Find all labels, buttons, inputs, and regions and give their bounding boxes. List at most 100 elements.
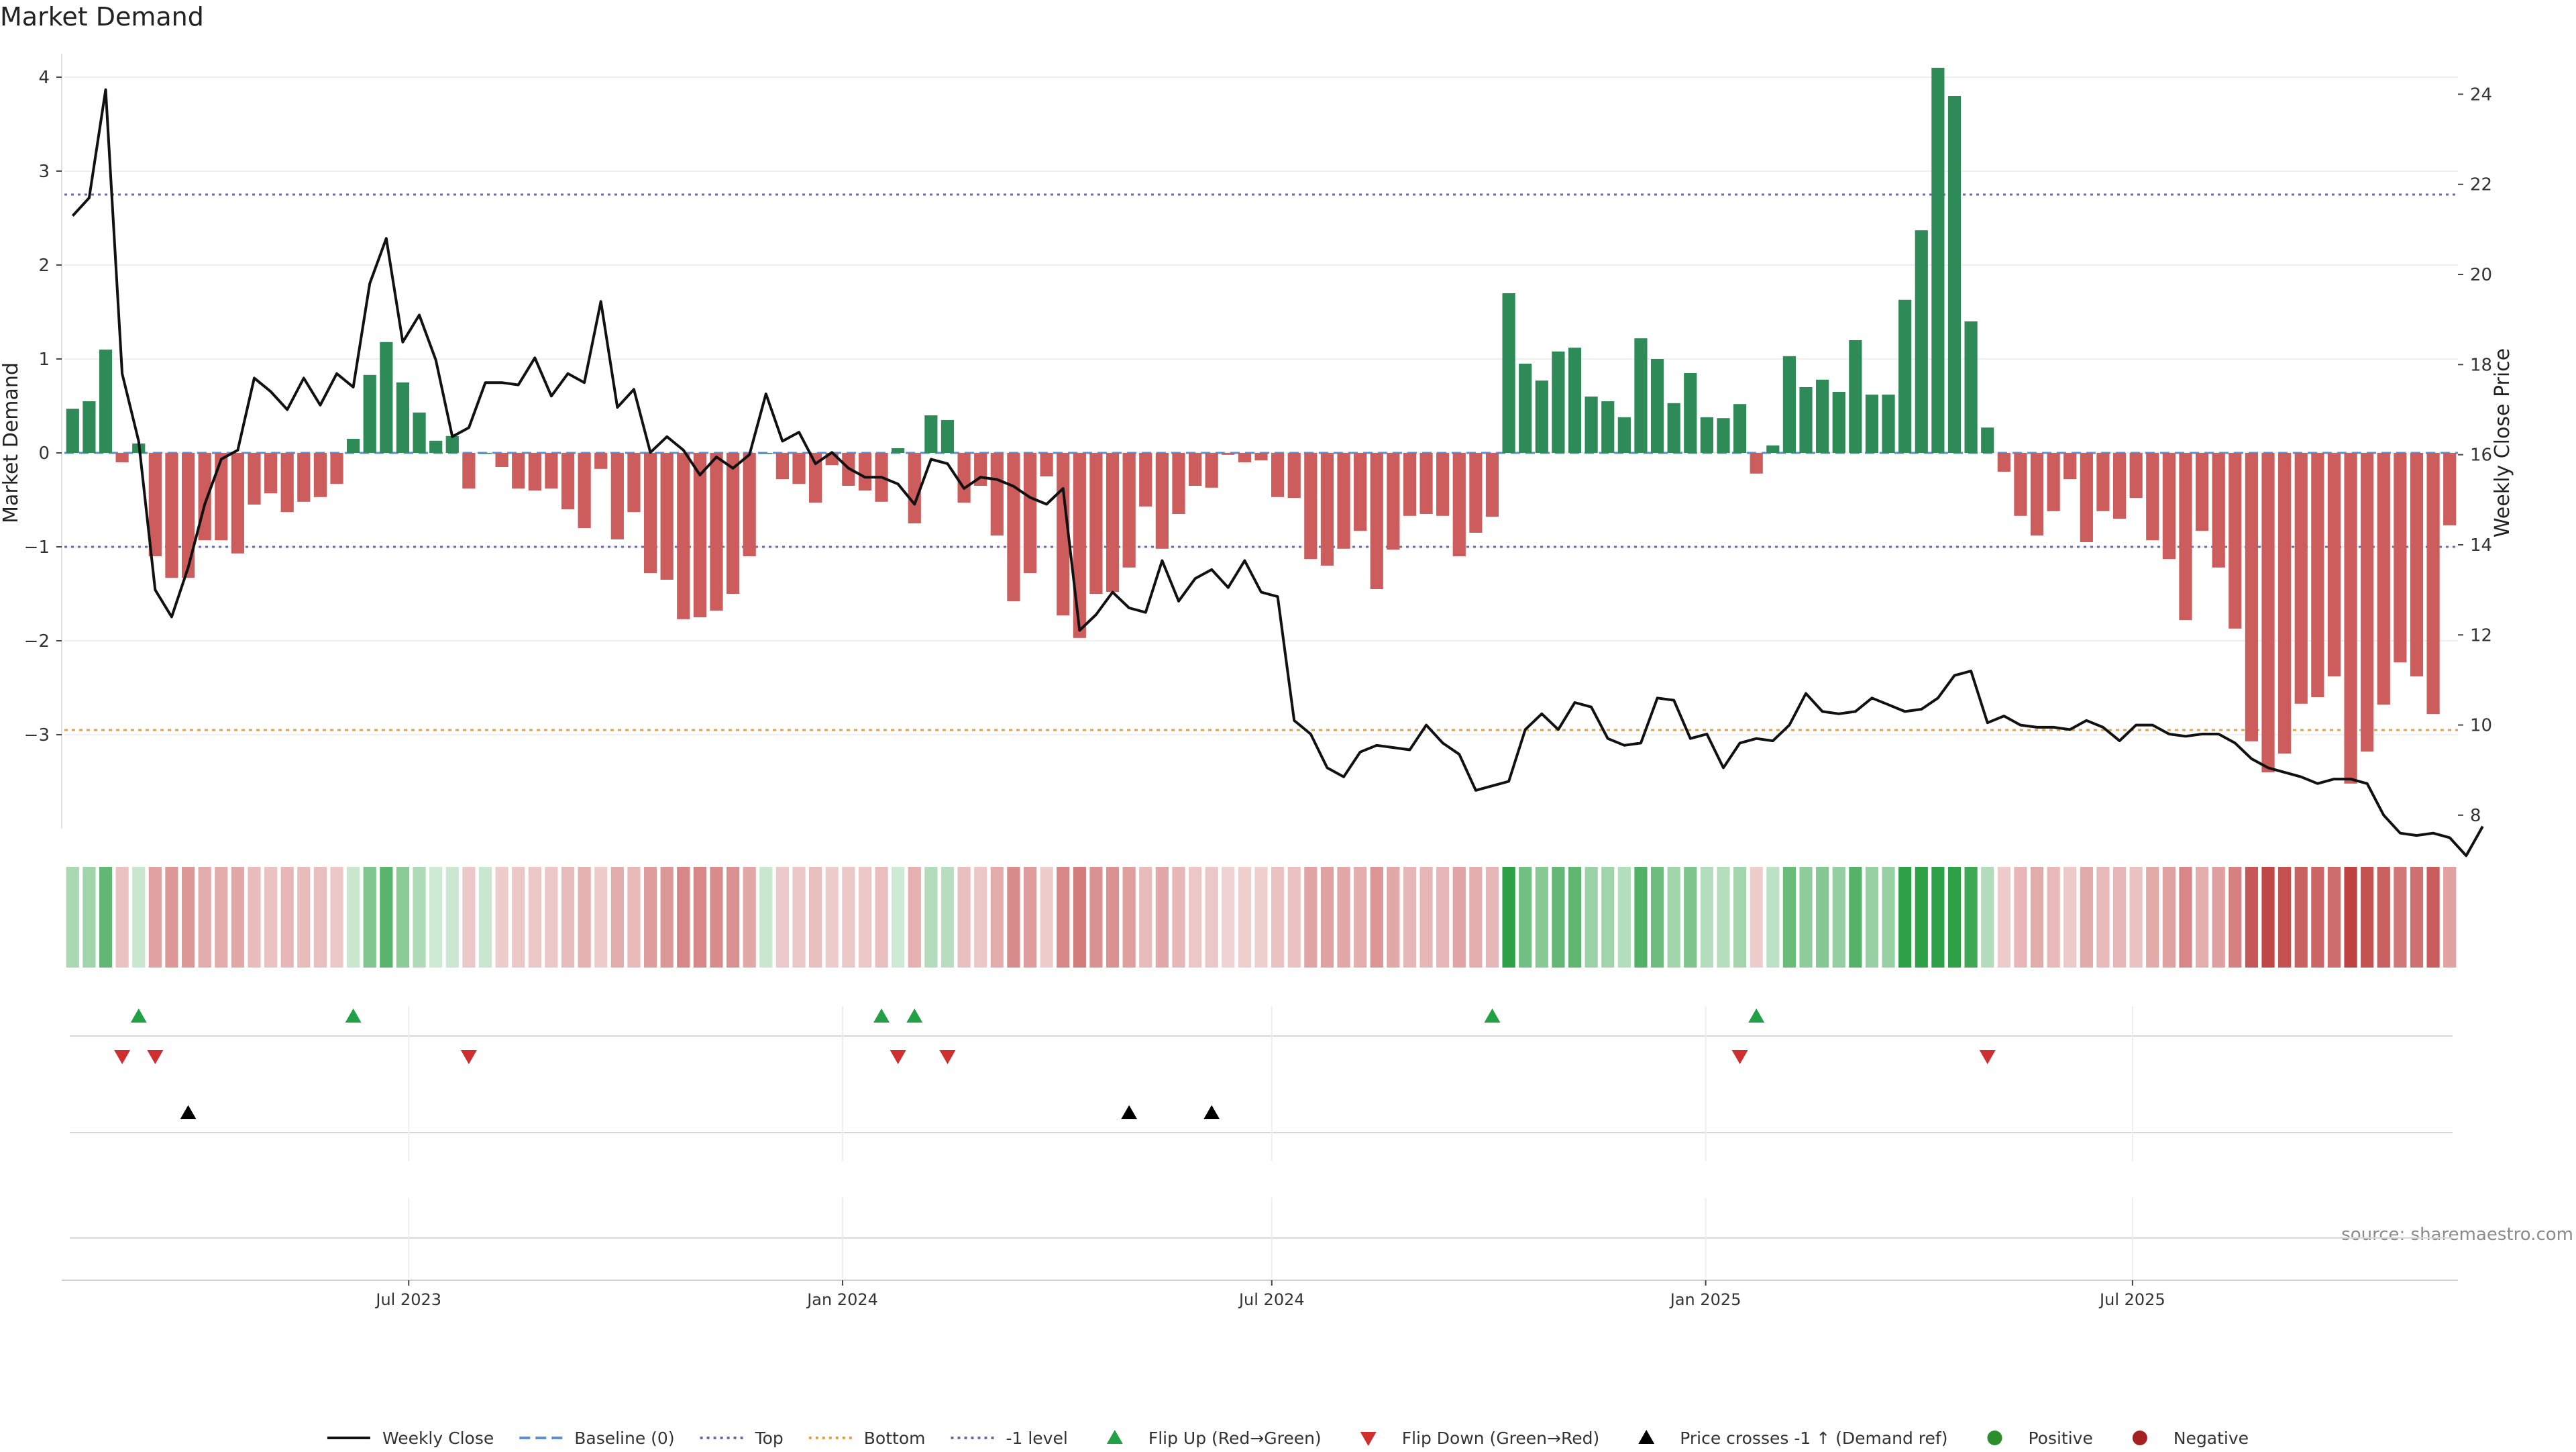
demand-bar [1337,453,1350,549]
flip-down-marker [1731,1050,1748,1064]
strip-cell [941,867,955,968]
demand-bar [297,453,311,502]
demand-bar [809,453,822,503]
legend-symbol [1106,1430,1123,1444]
y-tick-label: 4 [38,68,50,88]
strip-cell [759,867,773,968]
demand-bar [2394,453,2407,663]
strip-cell [1139,867,1152,968]
strip-cell [2294,867,2308,968]
strip-cell [643,867,657,968]
demand-bar [313,453,327,497]
strip-cell [462,867,476,968]
strip-cell [545,867,558,968]
strip-cell [2212,867,2225,968]
strip-cell [1766,867,1780,968]
y-tick-label: 1 [38,350,50,370]
demand-bar [413,412,426,453]
demand-bar [1750,453,1763,474]
y2-tick-label: 22 [2470,175,2492,195]
strip-cell [1057,867,1070,968]
strip-cell [1403,867,1417,968]
strip-cell [181,867,195,968]
strip-cell [1947,867,1962,968]
demand-bar [1354,453,1367,531]
strip-cell [660,867,674,968]
strip-cell [710,867,723,968]
demand-bar [2096,453,2110,511]
demand-bar [1320,453,1334,566]
strip-cell [1222,867,1235,968]
strip-cell [2311,867,2324,968]
demand-bar [264,453,278,494]
strip-cell [1931,867,1945,968]
strip-cell [1717,867,1730,968]
strip-cell [1849,867,1862,968]
strip-cell [478,867,492,968]
demand-bar [1089,453,1103,594]
demand-bar [1733,404,1747,453]
strip-cell [1122,867,1136,968]
strip-cell [594,867,608,968]
y-tick-label: −3 [24,725,50,745]
strip-cell [1782,867,1796,968]
demand-bar [710,453,723,611]
strip-cell [1106,867,1120,968]
strip-cell [1320,867,1334,968]
strip-cell [792,867,806,968]
strip-cell [313,867,327,968]
demand-bar [545,453,558,489]
strip-cell [1205,867,1218,968]
legend-item-top: Top [700,1429,784,1448]
demand-bar [1964,321,1978,453]
flip-down-marker [147,1050,164,1064]
demand-bar [363,374,376,453]
demand-bar [2063,453,2077,480]
demand-bar [759,453,773,454]
strip-cell [429,867,443,968]
demand-bar [1684,373,1697,453]
demand-bar [1485,453,1499,517]
strip-cell [1337,867,1350,968]
demand-bar [1634,338,1648,453]
demand-bar [627,453,641,513]
demand-bar [1436,453,1450,516]
demand-bar [1287,453,1301,499]
strip-cell [1519,867,1532,968]
flip-down-marker [114,1050,131,1064]
legend-item-baseline: Baseline (0) [519,1429,675,1448]
demand-bar [610,453,624,539]
x-tick-label: Jul 2025 [2098,1290,2165,1309]
strip-cell [2245,867,2259,968]
strip-cell [2146,867,2159,968]
demand-bar [198,453,211,541]
strip-cell [578,867,591,968]
strip-cell [1073,867,1086,968]
strip-cell [2443,867,2457,968]
y2-tick-label: 10 [2470,716,2492,736]
y-axis-label: Market Demand [0,362,23,523]
y2-tick-label: 16 [2470,446,2492,466]
demand-bars [66,68,2457,784]
y2-axis-label: Weekly Close Price [2491,348,2514,537]
strip-cell [132,867,146,968]
demand-bar [1617,417,1631,453]
strip-cell [445,867,459,968]
demand-bar [2112,453,2127,519]
strip-cell [610,867,624,968]
demand-bar [2294,453,2308,704]
demand-bar [280,453,294,513]
demand-bar [165,453,178,578]
y-tick-label: −2 [24,631,50,652]
flip-up-marker [906,1008,923,1023]
strip-cell [1552,867,1565,968]
legend-label: Negative [2174,1429,2249,1448]
strip-cell [974,867,987,968]
demand-bar [1700,417,1713,453]
demand-bar [181,453,195,578]
y2-tick-label: 18 [2470,355,2492,375]
demand-bar [1816,379,1829,453]
strip-cell [413,867,426,968]
